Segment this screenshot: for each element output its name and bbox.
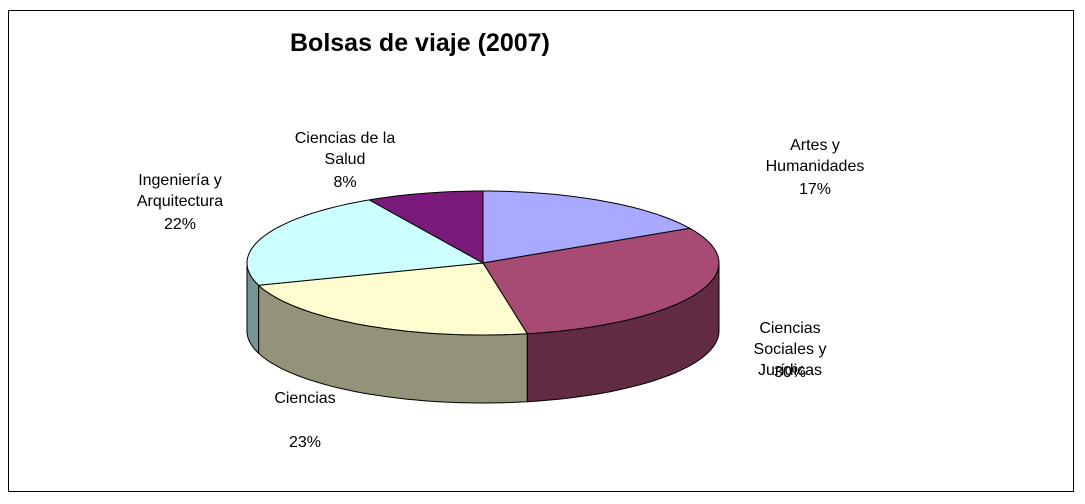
slice-label: Ciencias xyxy=(274,390,336,407)
chart-title: Bolsas de viaje (2007) xyxy=(290,29,550,57)
slice-value-label: 8% xyxy=(333,174,357,191)
pie-slice xyxy=(482,227,720,335)
slice-label: Artes y Humanidades xyxy=(765,137,865,175)
chart-frame xyxy=(8,10,1074,492)
slice-value-label: 17% xyxy=(798,181,832,198)
slice-value-label: 30% xyxy=(773,364,807,381)
pie-slice xyxy=(482,190,692,264)
pie-slice xyxy=(246,199,485,286)
pie-slice xyxy=(367,190,484,264)
slice-value-label: 23% xyxy=(288,434,322,451)
slice-label: Ciencias Sociales y Jurídicas xyxy=(753,320,827,379)
slice-label: Ciencias de la Salud xyxy=(294,130,396,168)
slice-value-label: 22% xyxy=(163,216,197,233)
slice-label: Ingeniería y Arquitectura xyxy=(136,172,224,210)
pie-slice xyxy=(257,262,529,336)
